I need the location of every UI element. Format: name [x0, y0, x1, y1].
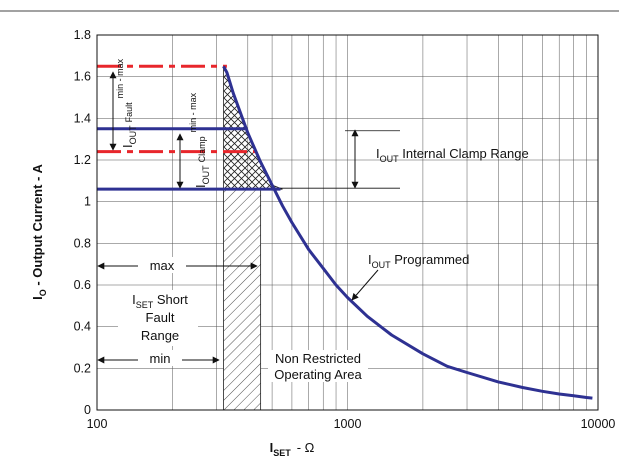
internal-clamp-label: IOUT Internal Clamp Range	[376, 146, 529, 164]
iout-clamp-label: IOUTClampmin - max	[188, 92, 211, 188]
annotation-arrows	[97, 71, 379, 364]
y-tick-label: 1.8	[74, 28, 91, 42]
non-restricted-line2: Operating Area	[274, 367, 362, 382]
axes	[96, 34, 599, 411]
programmed-label: IOUT Programmed	[368, 252, 469, 270]
non-restricted-bg	[268, 350, 368, 382]
plot-frame	[96, 34, 599, 411]
x-tick-label: 1000	[334, 417, 362, 431]
y-axis-title: IO - Output Current - A	[30, 163, 48, 299]
y-tick-label: 1.2	[74, 153, 91, 167]
x-tick-label: 100	[87, 417, 108, 431]
reference-lines	[97, 64, 400, 191]
iout-fault-label: IOUTFaultmin - max	[115, 58, 138, 148]
y-tick-label: 0	[84, 403, 91, 417]
programmed-curve	[222, 65, 593, 400]
tick-labels: 0 0.2 0.4 0.6 0.8 1 1.2 1.4 1.6 1.8 100 1000 10000	[74, 28, 616, 431]
y-tick-label: 1	[84, 195, 91, 209]
series	[222, 65, 593, 400]
programmed-pointer	[351, 269, 379, 301]
short-fault-bg	[118, 290, 198, 346]
min-label: min	[150, 351, 171, 366]
short-fault-line3: Range	[141, 328, 179, 343]
y-tick-label: 0.6	[74, 278, 91, 292]
grid	[97, 35, 598, 410]
max-label: max	[150, 258, 175, 273]
y-tick-label: 1.6	[74, 70, 91, 84]
short-fault-line2: Fault	[146, 310, 175, 325]
x-tick-label: 10000	[581, 417, 616, 431]
min-label-bg	[140, 350, 180, 366]
regions	[223, 66, 283, 411]
short-fault-label: ISET Short	[132, 292, 188, 310]
x-axis-title: ISET - Ω	[270, 440, 315, 458]
short-fault-hatch-region	[223, 188, 262, 411]
max-label-bg	[140, 257, 184, 273]
y-tick-label: 0.2	[74, 361, 91, 375]
y-tick-label: 1.4	[74, 111, 91, 125]
y-tick-label: 0.8	[74, 236, 91, 250]
non-restricted-line1: Non Restricted	[275, 351, 361, 366]
y-tick-label: 0.4	[74, 320, 91, 334]
